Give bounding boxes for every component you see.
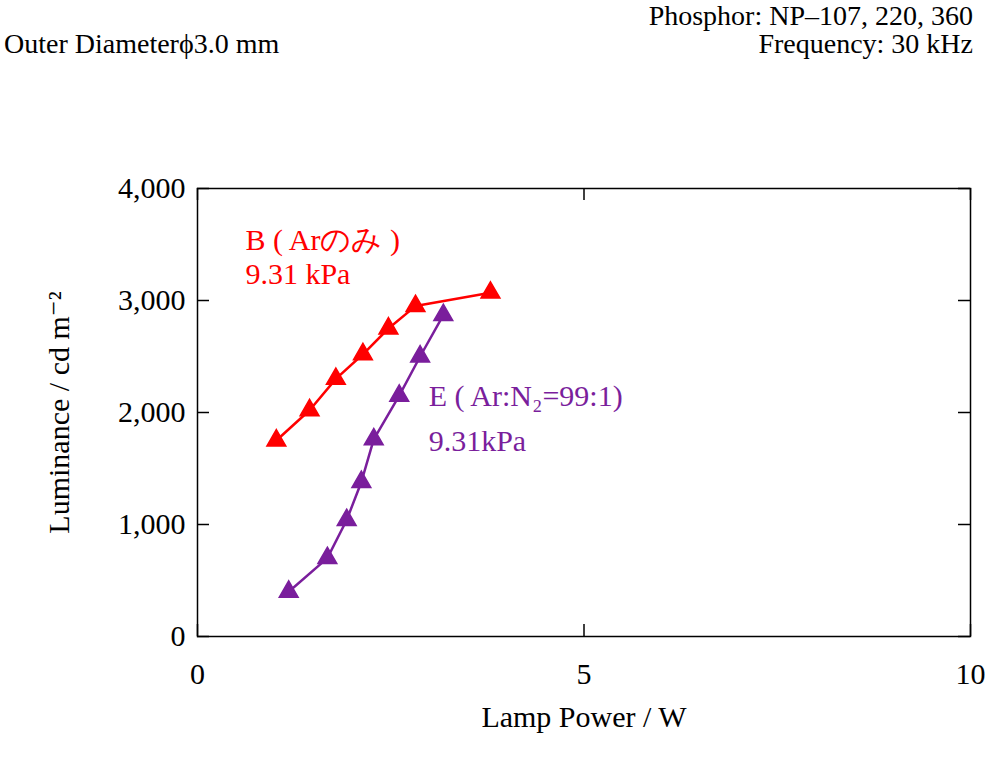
svg-text:0: 0: [190, 657, 205, 690]
svg-text:Luminance / cd m⁻²: Luminance / cd m⁻²: [42, 291, 75, 533]
html-text:Frequency: 30 kHz: Frequency: 30 kHz: [758, 28, 973, 59]
svg-text:10: 10: [956, 657, 986, 690]
html-text:Outer Diameterϕ3.0 mm: Outer Diameterϕ3.0 mm: [4, 28, 280, 59]
html-text:Phosphor: NP–107, 220, 360: Phosphor: NP–107, 220, 360: [648, 0, 973, 31]
svg-text:2,000: 2,000: [118, 395, 186, 428]
svg-text:Lamp Power / W: Lamp Power / W: [481, 700, 687, 733]
svg-text:E ( Ar:N₂=99:1): E ( Ar:N₂=99:1): [429, 379, 623, 413]
svg-text:1,000: 1,000: [118, 507, 186, 540]
svg-text:9.31 kPa: 9.31 kPa: [245, 257, 350, 290]
svg-text:3,000: 3,000: [118, 283, 186, 316]
svg-text:B ( Arのみ ): B ( Arのみ ): [245, 223, 400, 257]
svg-text:0: 0: [171, 619, 186, 652]
svg-text:4,000: 4,000: [118, 171, 186, 204]
svg-text:9.31kPa: 9.31kPa: [429, 424, 527, 457]
svg-text:5: 5: [577, 657, 592, 690]
